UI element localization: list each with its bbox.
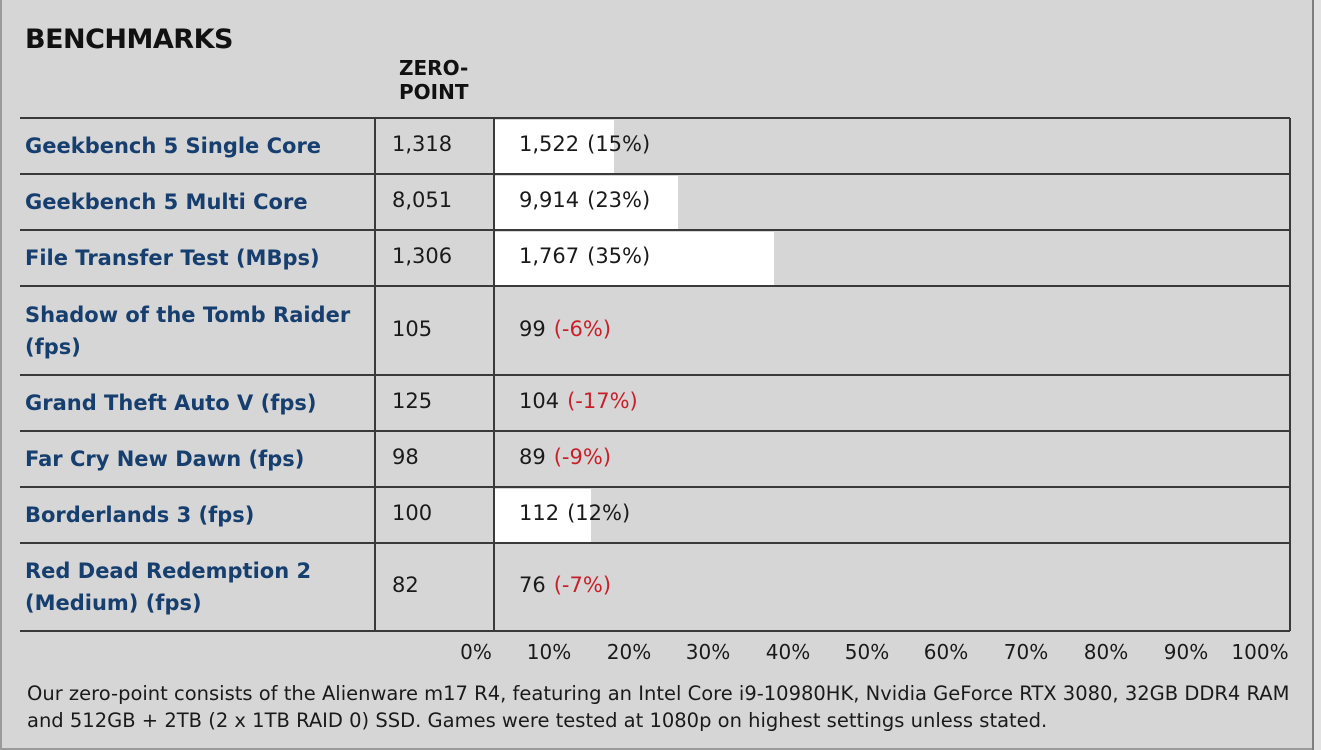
x-tick-label: 100% [1231, 640, 1289, 664]
result-number: 9,914 [519, 188, 580, 212]
x-tick-label: 20% [606, 640, 652, 664]
row-label-line: File Transfer Test (MBps) [25, 246, 320, 270]
footnote: Our zero-point consists of the Alienware… [27, 682, 1290, 732]
percent-change-label: (-17%) [567, 389, 638, 413]
zero-point-value: 98 [392, 445, 419, 469]
row-label-line: Geekbench 5 Multi Core [25, 190, 308, 214]
x-tick-label: 70% [1003, 640, 1049, 664]
result-value: 1,522 (15%) [519, 132, 650, 156]
x-tick-label: 0% [460, 640, 492, 664]
result-number: 1,522 [519, 132, 580, 156]
result-number: 99 [519, 317, 546, 341]
result-value: 89 (-9%) [519, 445, 611, 469]
result-value: 99 (-6%) [519, 317, 611, 341]
bar [495, 489, 591, 542]
row-label: Far Cry New Dawn (fps) [25, 443, 304, 475]
result-value: 76 (-7%) [519, 573, 611, 597]
x-tick-label: 10% [526, 640, 572, 664]
result-number: 89 [519, 445, 546, 469]
percent-change-label: (15%) [587, 132, 651, 156]
x-tick-label: 40% [765, 640, 811, 664]
percent-change-label: (-6%) [553, 317, 612, 341]
row-label-line: Borderlands 3 (fps) [25, 503, 255, 527]
bar [495, 232, 774, 285]
result-value: 112 (12%) [519, 501, 630, 525]
zero-point-value: 1,306 [392, 244, 453, 268]
row-label: Red Dead Redemption 2 (Medium) (fps) [25, 555, 311, 619]
row-label: Grand Theft Auto V (fps) [25, 387, 316, 419]
row-label: File Transfer Test (MBps) [25, 242, 320, 274]
x-tick-label: 50% [844, 640, 890, 664]
row-label-line: Far Cry New Dawn (fps) [25, 447, 305, 471]
percent-change-label: (-9%) [553, 445, 612, 469]
zero-point-value: 82 [392, 573, 419, 597]
row-label-line: Geekbench 5 Single Core [25, 134, 322, 158]
result-value: 1,767 (35%) [519, 244, 650, 268]
result-number: 1,767 [519, 244, 580, 268]
row-label: Geekbench 5 Single Core [25, 130, 321, 162]
result-value: 104 (-17%) [519, 389, 638, 413]
row-label: Geekbench 5 Multi Core [25, 186, 308, 218]
x-tick-label: 80% [1083, 640, 1129, 664]
bar [495, 176, 678, 229]
zero-point-value: 8,051 [392, 188, 453, 212]
zero-point-value: 125 [392, 389, 433, 413]
zero-point-header: ZERO- POINT [399, 56, 468, 104]
zero-point-header-line-2: POINT [399, 80, 469, 104]
zero-point-value: 1,318 [392, 132, 453, 156]
chart-title: BENCHMARKS [25, 24, 233, 55]
row-label-line: (Medium) (fps) [25, 591, 202, 615]
percent-change-label: (23%) [587, 188, 651, 212]
x-tick-label: 30% [685, 640, 731, 664]
x-tick-label: 90% [1163, 640, 1209, 664]
bar [495, 120, 614, 173]
page-edge [1312, 0, 1321, 750]
result-number: 76 [519, 573, 546, 597]
x-tick-label: 60% [923, 640, 969, 664]
row-label-line: Grand Theft Auto V (fps) [25, 391, 317, 415]
percent-change-label: (12%) [567, 501, 631, 525]
row-label-line: (fps) [25, 335, 81, 359]
row-label: Shadow of the Tomb Raider (fps) [25, 299, 350, 363]
row-label-line: Shadow of the Tomb Raider [25, 303, 351, 327]
zero-point-value: 100 [392, 501, 433, 525]
result-number: 112 [519, 501, 560, 525]
row-label-line: Red Dead Redemption 2 [25, 559, 312, 583]
zero-point-value: 105 [392, 317, 433, 341]
row-label: Borderlands 3 (fps) [25, 499, 254, 531]
percent-change-label: (-7%) [553, 573, 612, 597]
result-value: 9,914 (23%) [519, 188, 650, 212]
zero-point-header-line-1: ZERO- [399, 56, 469, 80]
result-number: 104 [519, 389, 560, 413]
percent-change-label: (35%) [587, 244, 651, 268]
